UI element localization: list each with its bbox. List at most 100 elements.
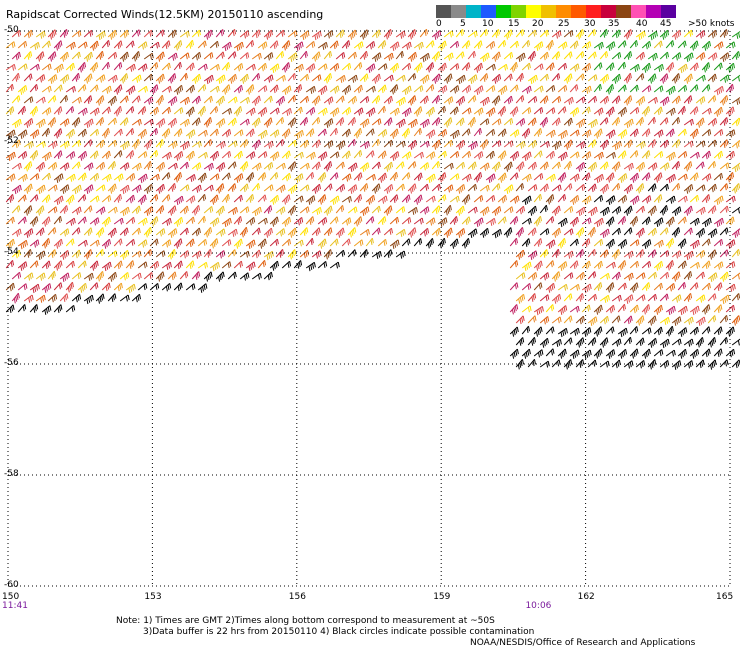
wind-barb xyxy=(167,73,177,84)
wind-barb xyxy=(221,84,231,95)
wind-barb xyxy=(695,271,705,280)
wind-barb xyxy=(545,260,555,269)
wind-barb xyxy=(89,150,99,160)
wind-barb xyxy=(11,205,21,214)
wind-barb xyxy=(173,84,184,95)
wind-barb xyxy=(563,337,573,346)
wind-barb xyxy=(17,105,26,115)
wind-barb xyxy=(449,106,459,116)
wind-barb xyxy=(83,95,93,104)
wind-barb xyxy=(485,173,496,183)
wind-barb xyxy=(251,72,261,82)
legend-label: 45 xyxy=(660,19,672,29)
wind-barb xyxy=(521,283,532,291)
wind-barb xyxy=(587,206,598,217)
wind-barb xyxy=(599,95,609,105)
wind-barb xyxy=(191,204,201,216)
wind-barb xyxy=(647,205,657,216)
wind-barb xyxy=(725,261,736,269)
wind-barb xyxy=(587,118,598,129)
wind-barb xyxy=(389,62,399,73)
wind-barb xyxy=(629,282,639,293)
wind-barb xyxy=(65,62,75,72)
wind-barb xyxy=(53,128,63,139)
wind-barb xyxy=(335,29,345,39)
wind-barb xyxy=(245,107,256,116)
wind-barb xyxy=(563,30,574,38)
wind-barb xyxy=(215,162,226,172)
wind-barb xyxy=(617,239,628,249)
wind-barb xyxy=(119,206,130,217)
wind-barb xyxy=(341,238,351,247)
wind-barb xyxy=(539,272,550,281)
wind-barb xyxy=(17,173,28,182)
wind-barb xyxy=(695,117,705,128)
wind-barb xyxy=(653,129,664,138)
legend-swatch xyxy=(616,5,631,18)
wind-barb xyxy=(371,95,381,104)
wind-barb xyxy=(443,73,453,84)
wind-barb xyxy=(5,129,16,139)
wind-barb xyxy=(665,305,676,316)
wind-barb xyxy=(155,250,166,258)
wind-barb xyxy=(479,118,490,126)
wind-barb xyxy=(437,40,447,51)
wind-barb xyxy=(473,127,482,137)
wind-barb xyxy=(287,72,297,82)
wind-barb xyxy=(467,74,478,84)
wind-barb xyxy=(119,95,129,104)
wind-barb xyxy=(287,52,298,62)
legend-swatch xyxy=(436,5,451,18)
wind-barb xyxy=(47,162,58,171)
wind-barb xyxy=(437,237,446,249)
wind-barb xyxy=(77,128,87,138)
wind-barb xyxy=(527,161,537,171)
wind-barb xyxy=(185,84,195,94)
wind-barb xyxy=(191,227,201,237)
wind-barb xyxy=(167,117,177,128)
wind-barb xyxy=(83,249,93,260)
wind-barb xyxy=(395,183,405,192)
wind-barb xyxy=(575,271,585,281)
wind-barb xyxy=(365,173,376,181)
wind-barb xyxy=(581,41,592,50)
wind-barb xyxy=(467,183,477,192)
wind-barb xyxy=(281,107,292,116)
wind-barb xyxy=(119,117,129,126)
wind-barb xyxy=(545,282,556,293)
wind-barb xyxy=(479,227,490,238)
wind-barb xyxy=(443,139,453,148)
wind-barb xyxy=(101,106,111,115)
wind-barb xyxy=(59,293,69,302)
wind-barb xyxy=(563,117,573,127)
wind-barb xyxy=(11,95,21,104)
wind-barb xyxy=(581,238,591,247)
wind-barb xyxy=(701,150,711,160)
wind-barb xyxy=(623,205,633,216)
wind-barb xyxy=(587,74,598,82)
wind-barb xyxy=(227,51,237,60)
wind-barb xyxy=(455,74,466,85)
wind-barb xyxy=(383,28,393,40)
wind-barb xyxy=(617,282,627,291)
wind-barb xyxy=(341,195,352,203)
wind-barb xyxy=(485,63,496,71)
wind-barb xyxy=(47,249,57,258)
wind-barb xyxy=(101,216,111,227)
wind-barb xyxy=(515,249,525,260)
wind-barb xyxy=(215,118,226,128)
wind-barb xyxy=(95,74,106,83)
wind-barb xyxy=(221,239,232,247)
wind-barb xyxy=(611,161,621,172)
wind-barb xyxy=(677,305,688,316)
wind-barb xyxy=(533,127,543,137)
wind-barb xyxy=(41,305,52,315)
wind-barb xyxy=(23,272,34,281)
wind-barb xyxy=(665,349,676,357)
wind-barb xyxy=(479,184,490,192)
wind-barb xyxy=(197,193,207,203)
wind-barb xyxy=(455,161,465,170)
wind-barb xyxy=(95,139,105,149)
wind-barb xyxy=(599,249,609,258)
wind-barb xyxy=(527,205,537,216)
